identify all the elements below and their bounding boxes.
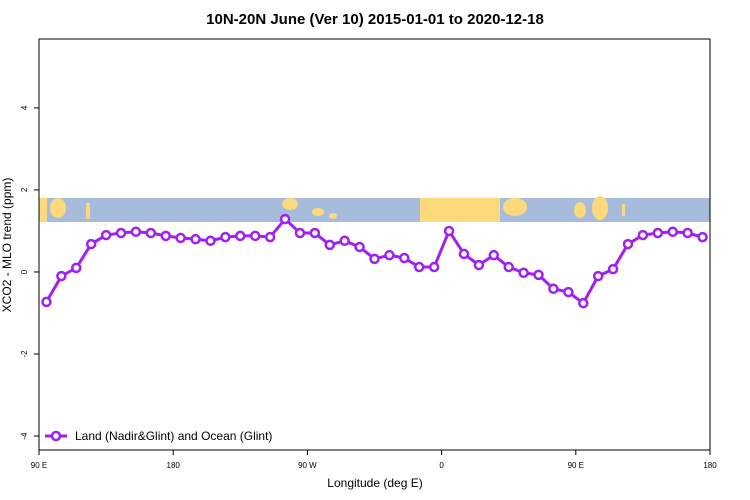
data-point (533, 269, 544, 281)
data-point (324, 239, 336, 251)
data-point (115, 227, 127, 239)
map-band (39, 196, 710, 222)
data-point (249, 230, 261, 242)
data-point (652, 227, 664, 239)
data-point (682, 227, 693, 239)
x-tick-label: 180 (167, 461, 181, 470)
data-point (563, 286, 574, 298)
data-point (488, 249, 500, 261)
legend-label: Land (Nadir&Glint) and Ocean (Glint) (75, 429, 272, 443)
x-tick-label: 90 E (31, 461, 47, 470)
x-axis-label: Longitude (deg E) (327, 476, 422, 490)
y-tick-label: 4 (20, 105, 29, 110)
y-tick-label: 2 (20, 187, 29, 192)
data-point (518, 267, 529, 279)
data-point (443, 225, 455, 237)
x-tick-label: 90 E (568, 461, 584, 470)
data-point (145, 227, 157, 239)
data-point (71, 262, 82, 274)
chart-title: 10N-20N June (Ver 10) 2015-01-01 to 2020… (206, 11, 544, 28)
y-axis-label: XCO2 - MLO trend (ppm) (0, 178, 14, 313)
data-point (220, 231, 231, 243)
data-point (56, 270, 67, 282)
legend-marker (50, 430, 62, 442)
x-tick-label: 0 (439, 461, 444, 470)
x-tick-label: 180 (703, 461, 717, 470)
y-tick-label: 0 (20, 269, 29, 274)
data-point (384, 249, 395, 261)
data-point (667, 226, 678, 238)
data-point (175, 232, 186, 244)
data-point (309, 227, 321, 239)
data-point (369, 253, 380, 265)
data-point (428, 261, 440, 273)
data-point (354, 241, 365, 253)
plot-frame (38, 38, 711, 451)
data-point (130, 226, 142, 238)
data-point (41, 296, 52, 308)
data-point (85, 238, 97, 250)
y-tick-label: -2 (20, 350, 29, 358)
y-tick-label: -4 (20, 432, 29, 440)
x-tick-label: 90 W (298, 461, 317, 470)
data-point (548, 283, 559, 295)
data-point (473, 259, 485, 271)
data-point (264, 231, 276, 243)
data-point (160, 230, 171, 242)
data-point (413, 261, 425, 273)
data-point (399, 252, 410, 264)
data-point (578, 297, 589, 309)
legend: Land (Nadir&Glint) and Ocean (Glint) (45, 429, 272, 443)
data-point (622, 238, 634, 250)
data-point (637, 229, 649, 241)
data-point (697, 231, 708, 243)
data-point (294, 227, 306, 239)
data-point (235, 230, 246, 242)
data-point (458, 248, 470, 260)
data-point (339, 235, 350, 247)
data-point (592, 270, 604, 282)
data-point (279, 213, 291, 225)
data-point (190, 233, 201, 245)
data-point (205, 235, 216, 247)
data-point (607, 263, 619, 275)
data-point (503, 261, 514, 273)
data-point (100, 229, 112, 241)
